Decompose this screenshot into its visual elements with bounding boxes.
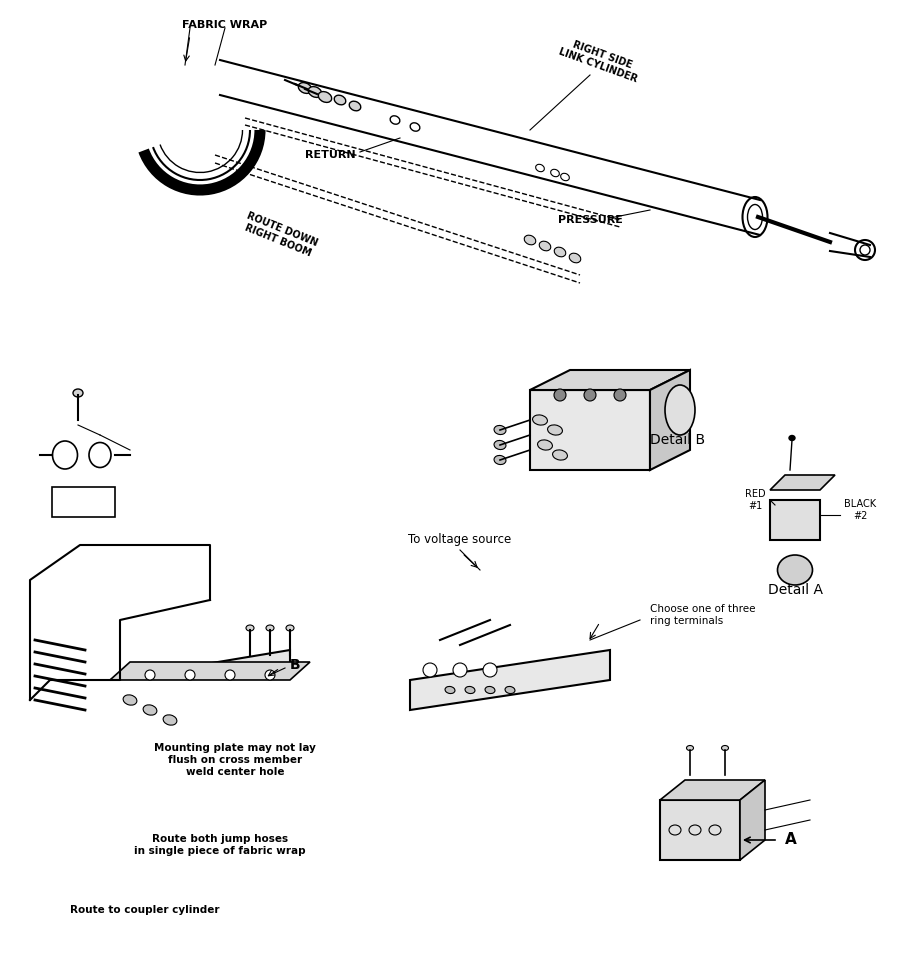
Text: FABRIC WRAP: FABRIC WRAP (182, 20, 268, 30)
Ellipse shape (73, 389, 83, 397)
Circle shape (265, 670, 275, 680)
Text: ROUTE DOWN
RIGHT BOOM: ROUTE DOWN RIGHT BOOM (241, 211, 319, 259)
Ellipse shape (505, 686, 515, 694)
Ellipse shape (554, 247, 566, 256)
Text: Mounting plate may not lay
flush on cross member
weld center hole: Mounting plate may not lay flush on cros… (154, 744, 316, 776)
Circle shape (483, 663, 497, 677)
Ellipse shape (334, 95, 346, 105)
Polygon shape (660, 780, 765, 800)
Ellipse shape (286, 625, 294, 631)
Circle shape (554, 389, 566, 401)
Ellipse shape (778, 555, 813, 585)
Bar (770, 500, 820, 540)
Circle shape (614, 389, 626, 401)
Ellipse shape (722, 746, 729, 750)
Polygon shape (110, 662, 310, 680)
Ellipse shape (532, 415, 548, 425)
Text: Detail A: Detail A (768, 583, 823, 597)
Text: B: B (290, 658, 301, 672)
Text: PRESSURE: PRESSURE (558, 215, 623, 225)
Circle shape (423, 663, 437, 677)
Ellipse shape (308, 86, 322, 98)
Ellipse shape (266, 625, 274, 631)
Ellipse shape (789, 435, 795, 440)
Polygon shape (410, 650, 610, 710)
Ellipse shape (246, 625, 254, 631)
Text: To voltage source: To voltage source (408, 533, 512, 546)
Text: RETURN: RETURN (305, 150, 355, 160)
Polygon shape (530, 370, 690, 390)
Text: Route both jump hoses
in single piece of fabric wrap: Route both jump hoses in single piece of… (134, 835, 305, 856)
Text: RIGHT SIDE
LINK CYLINDER: RIGHT SIDE LINK CYLINDER (558, 35, 642, 84)
Circle shape (145, 670, 155, 680)
Ellipse shape (665, 385, 695, 435)
Ellipse shape (524, 235, 536, 245)
Polygon shape (110, 650, 290, 680)
Circle shape (185, 670, 195, 680)
Ellipse shape (123, 695, 137, 705)
Polygon shape (660, 800, 740, 860)
Ellipse shape (539, 241, 551, 251)
Polygon shape (770, 475, 835, 490)
Ellipse shape (298, 82, 312, 94)
Ellipse shape (538, 440, 552, 450)
Ellipse shape (445, 686, 455, 694)
Ellipse shape (494, 426, 506, 434)
Ellipse shape (163, 715, 177, 725)
Ellipse shape (569, 254, 581, 263)
Text: A: A (785, 833, 796, 848)
Ellipse shape (494, 456, 506, 464)
Text: BLACK
#2: BLACK #2 (844, 500, 876, 521)
Ellipse shape (552, 450, 568, 460)
Ellipse shape (494, 440, 506, 450)
Circle shape (453, 663, 467, 677)
Bar (530, 390, 650, 470)
Text: Choose one of three
ring terminals: Choose one of three ring terminals (650, 604, 756, 626)
Polygon shape (740, 780, 765, 860)
Text: RED
#1: RED #1 (745, 489, 765, 511)
Polygon shape (650, 370, 690, 470)
Ellipse shape (465, 686, 475, 694)
Ellipse shape (687, 746, 694, 750)
Text: Route to coupler cylinder: Route to coupler cylinder (70, 905, 220, 915)
Text: Detail B: Detail B (650, 433, 705, 447)
Ellipse shape (350, 101, 360, 111)
Ellipse shape (318, 92, 332, 102)
Circle shape (584, 389, 596, 401)
Ellipse shape (485, 686, 495, 694)
Circle shape (225, 670, 235, 680)
Ellipse shape (548, 425, 562, 435)
Ellipse shape (143, 705, 157, 715)
